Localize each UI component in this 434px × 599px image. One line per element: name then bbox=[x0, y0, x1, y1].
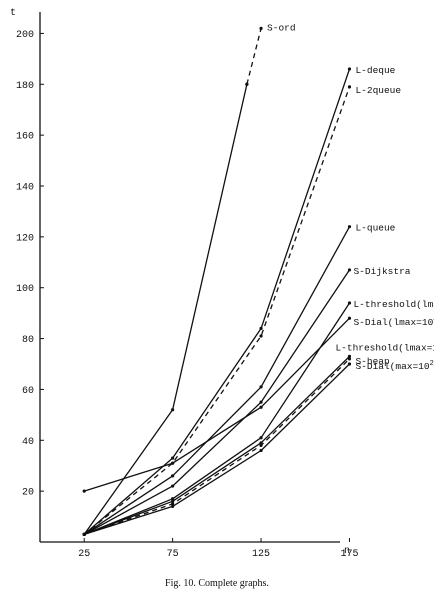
data-point bbox=[171, 499, 175, 503]
series-label-l-deque: L-deque bbox=[355, 65, 395, 76]
data-point bbox=[259, 443, 263, 447]
series-line-s-ord bbox=[246, 28, 262, 85]
line-chart: 20 40 60 80 100 120 140 160 180 200 25 75 125 175 t n S… bbox=[10, 8, 434, 560]
data-point bbox=[171, 502, 175, 506]
data-point bbox=[171, 504, 175, 508]
series-label-s-dijkstra: S-Dijkstra bbox=[353, 266, 410, 277]
series-line-s-heap bbox=[84, 363, 350, 536]
data-point bbox=[171, 461, 175, 465]
y-axis-title: t bbox=[10, 8, 16, 19]
data-point bbox=[259, 436, 263, 440]
data-point bbox=[171, 484, 175, 488]
data-point bbox=[259, 400, 263, 404]
series-label-s-dial-max-10-2-: S-Dial(max=102) bbox=[355, 360, 434, 372]
series-line-l-threshold-lmax-10-2- bbox=[83, 355, 350, 536]
figure-caption: Fig. 10. Complete graphs. bbox=[165, 578, 269, 589]
series-line-l-deque bbox=[83, 68, 351, 535]
series-line-s-dijkstra bbox=[83, 269, 351, 535]
data-point bbox=[259, 441, 263, 445]
data-point bbox=[259, 405, 263, 409]
data-point bbox=[171, 408, 175, 412]
series-label-s-heap: S-heap bbox=[355, 356, 390, 367]
data-point bbox=[82, 532, 86, 536]
chart-axes: 20 40 60 80 100 120 140 160 180 200 25 75 125 175 t n bbox=[10, 8, 358, 560]
data-point bbox=[259, 334, 263, 338]
y-tick-label: 100 bbox=[16, 284, 34, 295]
data-point bbox=[259, 448, 263, 453]
y-tick-label: 60 bbox=[22, 386, 34, 397]
data-point bbox=[171, 474, 175, 478]
y-tick-label: 140 bbox=[16, 183, 34, 194]
data-point bbox=[259, 26, 263, 30]
series-line-s-dial-lmax-10-4- bbox=[84, 317, 350, 492]
y-tick-label: 20 bbox=[22, 488, 34, 499]
data-point bbox=[347, 354, 352, 358]
series-line-l-threshold-lmax-10-4- bbox=[83, 302, 351, 536]
series-label-l-threshold-lmax-10-4-: L-threshold(lmax=104) bbox=[353, 298, 434, 310]
series-line-s-ord bbox=[83, 84, 248, 535]
series-label-l-queue: L-queue bbox=[355, 223, 395, 234]
y-tick-label: 80 bbox=[22, 335, 34, 346]
data-point bbox=[171, 497, 175, 501]
data-point bbox=[347, 225, 352, 229]
x-tick-label: 75 bbox=[167, 549, 179, 560]
data-point bbox=[245, 82, 249, 86]
y-tick-label: 200 bbox=[16, 30, 34, 41]
data-point bbox=[82, 489, 86, 493]
data-point bbox=[347, 316, 352, 320]
y-tick-label: 120 bbox=[16, 233, 34, 244]
data-point bbox=[259, 326, 263, 330]
series-line-l-2queue bbox=[83, 86, 351, 535]
y-tick-label: 160 bbox=[16, 132, 34, 143]
series-label-l-threshold-lmax-10-2-: L-threshold(lmax=102) bbox=[335, 341, 434, 353]
series-line-s-dial-max-10-2- bbox=[83, 358, 350, 536]
data-point bbox=[347, 357, 352, 361]
data-point bbox=[347, 268, 352, 272]
data-point bbox=[347, 362, 352, 366]
series-label-l-2queue: L-2queue bbox=[355, 85, 401, 96]
x-axis-title: n bbox=[344, 546, 350, 557]
data-point bbox=[347, 67, 352, 71]
series-line-l-queue bbox=[83, 226, 351, 535]
data-point bbox=[347, 85, 352, 89]
chart-series bbox=[82, 26, 352, 536]
series-label-s-ord: S-ord bbox=[267, 22, 296, 33]
x-tick-label: 125 bbox=[252, 549, 270, 560]
data-point bbox=[347, 301, 352, 305]
y-tick-label: 40 bbox=[22, 437, 34, 448]
data-point bbox=[259, 385, 263, 389]
series-labels: S-ord L-deque L-2queue L-queue S-Dijkstra L-t… bbox=[267, 22, 434, 372]
x-tick-label: 25 bbox=[78, 549, 90, 560]
x-tick-label: 175 bbox=[340, 549, 358, 560]
series-label-s-dial-lmax-10-4-: S-Dial(lmax=104) bbox=[353, 316, 434, 328]
y-tick-label: 180 bbox=[16, 81, 34, 92]
data-point bbox=[171, 456, 175, 460]
